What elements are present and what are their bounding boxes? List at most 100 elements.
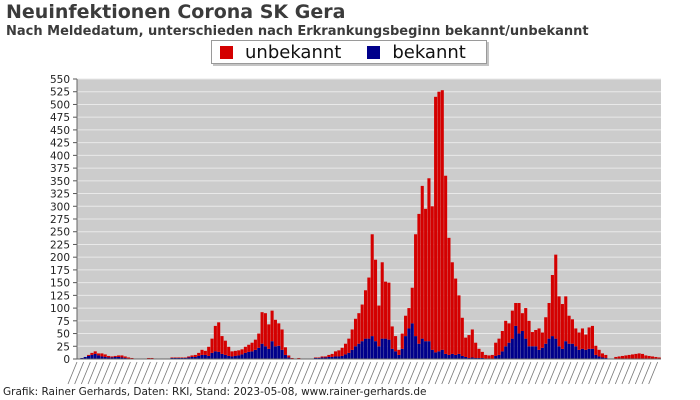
bar-bekannt <box>320 357 324 359</box>
y-tick-label: 450 <box>50 125 70 137</box>
bar-unbekannt <box>400 333 404 349</box>
bar-bekannt <box>580 348 584 359</box>
bar-bekannt <box>377 346 381 359</box>
bar-bekannt <box>80 357 84 359</box>
x-tick-mark <box>381 361 392 385</box>
x-tick-mark <box>508 361 518 385</box>
bar-unbekannt <box>634 353 638 359</box>
bar-unbekannt <box>247 344 251 352</box>
bar-unbekannt <box>347 338 351 353</box>
bar-unbekannt <box>487 355 491 359</box>
bar-unbekannt <box>564 296 568 342</box>
x-tick-mark <box>254 361 265 385</box>
bar-unbekannt <box>363 290 368 339</box>
bar-unbekannt <box>577 332 581 350</box>
bar-bekannt <box>454 354 458 359</box>
bar-unbekannt <box>497 338 501 355</box>
bar-unbekannt <box>210 338 214 353</box>
bar-bekannt <box>447 354 451 359</box>
x-tick-mark <box>247 361 258 385</box>
bar-bekannt <box>574 346 578 359</box>
bar-unbekannt <box>457 295 461 354</box>
bar-bekannt <box>524 338 528 359</box>
x-tick-mark <box>421 361 432 385</box>
bar-bekannt <box>347 352 351 359</box>
bar-bekannt <box>390 348 394 359</box>
x-tick-mark <box>101 361 111 385</box>
bar-unbekannt <box>450 262 454 354</box>
x-tick-mark <box>554 361 565 385</box>
bar-unbekannt <box>534 329 538 347</box>
bar-unbekannt <box>290 357 294 359</box>
bar-bekannt <box>350 349 354 359</box>
legend-item-unbekannt: unbekannt <box>220 42 341 63</box>
bar-bekannt <box>97 355 101 359</box>
bar-unbekannt <box>444 175 448 354</box>
bar-unbekannt <box>103 354 107 357</box>
bar-unbekannt <box>243 346 247 353</box>
x-tick-mark <box>641 361 652 385</box>
x-tick-mark <box>614 361 625 385</box>
bar-bekannt <box>434 352 438 359</box>
bar-bekannt <box>554 338 558 359</box>
y-tick-label: 475 <box>50 112 70 124</box>
bar-unbekannt <box>480 351 484 358</box>
bar-unbekannt <box>637 353 641 359</box>
bar-bekannt <box>203 354 207 359</box>
bar-unbekannt <box>387 282 391 340</box>
bar-unbekannt <box>127 357 131 359</box>
bar-bekannt <box>360 341 364 359</box>
x-tick-mark <box>514 361 525 385</box>
bar-bekannt <box>594 354 598 359</box>
x-tick-mark <box>441 361 452 385</box>
bar-unbekannt <box>590 325 594 349</box>
bar-bekannt <box>600 357 605 359</box>
x-tick-mark <box>454 361 465 385</box>
x-tick-mark <box>267 361 278 385</box>
x-tick-mark <box>94 361 105 385</box>
bar-bekannt <box>340 355 344 359</box>
bar-bekannt <box>407 328 411 359</box>
x-tick-mark <box>214 361 225 385</box>
x-tick-mark <box>234 361 245 385</box>
bar-unbekannt <box>340 347 344 356</box>
bar-unbekannt <box>447 237 451 355</box>
bar-bekannt <box>557 346 561 359</box>
bar-bekannt <box>220 353 224 359</box>
bar-bekannt <box>584 349 588 359</box>
x-tick-mark <box>67 361 78 385</box>
legend-swatch-unbekannt <box>220 45 233 59</box>
bar-unbekannt <box>467 335 471 358</box>
y-tick-label: 100 <box>50 303 70 315</box>
bar-unbekannt <box>424 208 428 342</box>
x-tick-mark <box>374 361 385 385</box>
bar-bekannt <box>560 348 564 359</box>
bar-unbekannt <box>283 347 287 355</box>
bar-bekannt <box>394 351 398 359</box>
y-tick-label: 325 <box>50 189 70 201</box>
y-tick-label: 0 <box>63 354 70 366</box>
bar-bekannt <box>177 357 181 359</box>
x-tick-mark <box>107 361 118 385</box>
x-tick-mark <box>408 361 418 385</box>
x-tick-mark <box>307 361 318 385</box>
bar-bekannt <box>187 357 191 359</box>
bar-unbekannt <box>170 357 174 358</box>
bar-unbekannt <box>404 315 408 337</box>
x-tick-mark <box>154 361 165 385</box>
bar-bekannt <box>210 352 214 359</box>
bar-unbekannt <box>640 353 645 359</box>
x-tick-mark <box>314 361 325 385</box>
bar-unbekannt <box>464 337 468 357</box>
bar-bekannt <box>590 348 594 359</box>
bar-bekannt <box>123 357 127 359</box>
x-tick-mark <box>474 361 485 385</box>
bar-bekannt <box>267 348 271 359</box>
legend-swatch-bekannt <box>367 45 381 59</box>
bar-unbekannt <box>267 324 271 349</box>
x-tick-mark <box>207 361 218 385</box>
bar-bekannt <box>240 354 244 359</box>
bar-bekannt <box>570 343 574 359</box>
bar-bekannt <box>247 351 251 359</box>
